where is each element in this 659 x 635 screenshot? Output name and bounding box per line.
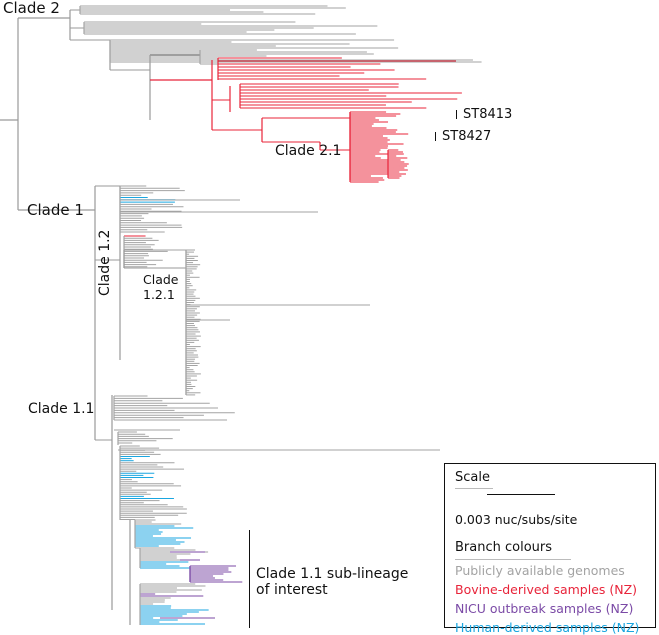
subline-bracket — [249, 530, 250, 628]
clade-1-1-label: Clade 1.1 — [28, 401, 95, 417]
clade-1-2-1-label-line1: Clade — [143, 272, 179, 287]
legend-item-human: Human-derived samples (NZ) — [455, 620, 640, 635]
clade-2-label: Clade 2 — [3, 0, 60, 17]
clade-1-2-1-label-line2: 1.2.1 — [143, 287, 175, 302]
legend-colours-underline — [455, 559, 571, 560]
legend-scale-title: Scale — [455, 470, 490, 485]
legend-item-public: Publicly available genomes — [455, 563, 625, 578]
st8427-tick — [435, 132, 436, 141]
subline-label: Clade 1.1 sub-lineage of interest — [256, 566, 408, 598]
subline-label-line1: Clade 1.1 sub-lineage — [256, 566, 409, 582]
legend-scale-underline — [455, 488, 493, 489]
legend: Scale 0.003 nuc/subs/site Branch colours… — [444, 463, 656, 635]
legend-item-nicu: NICU outbreak samples (NZ) — [455, 601, 634, 616]
st8413-label: ST8413 — [463, 107, 513, 122]
legend-scale-value: 0.003 nuc/subs/site — [455, 512, 578, 527]
clade-1-2-label: Clade 1.2 — [97, 229, 113, 296]
legend-item-bovine: Bovine-derived samples (NZ) — [455, 582, 638, 597]
clade-1-label: Clade 1 — [27, 201, 84, 219]
st8413-tick — [456, 110, 457, 119]
scale-bar — [487, 494, 555, 495]
clade-1-2-1-label: Clade 1.2.1 — [143, 272, 179, 302]
legend-colours-title: Branch colours — [455, 540, 553, 555]
subline-label-line2: of interest — [256, 582, 328, 598]
st8427-label: ST8427 — [442, 129, 492, 144]
clade-2-1-label: Clade 2.1 — [275, 143, 342, 159]
